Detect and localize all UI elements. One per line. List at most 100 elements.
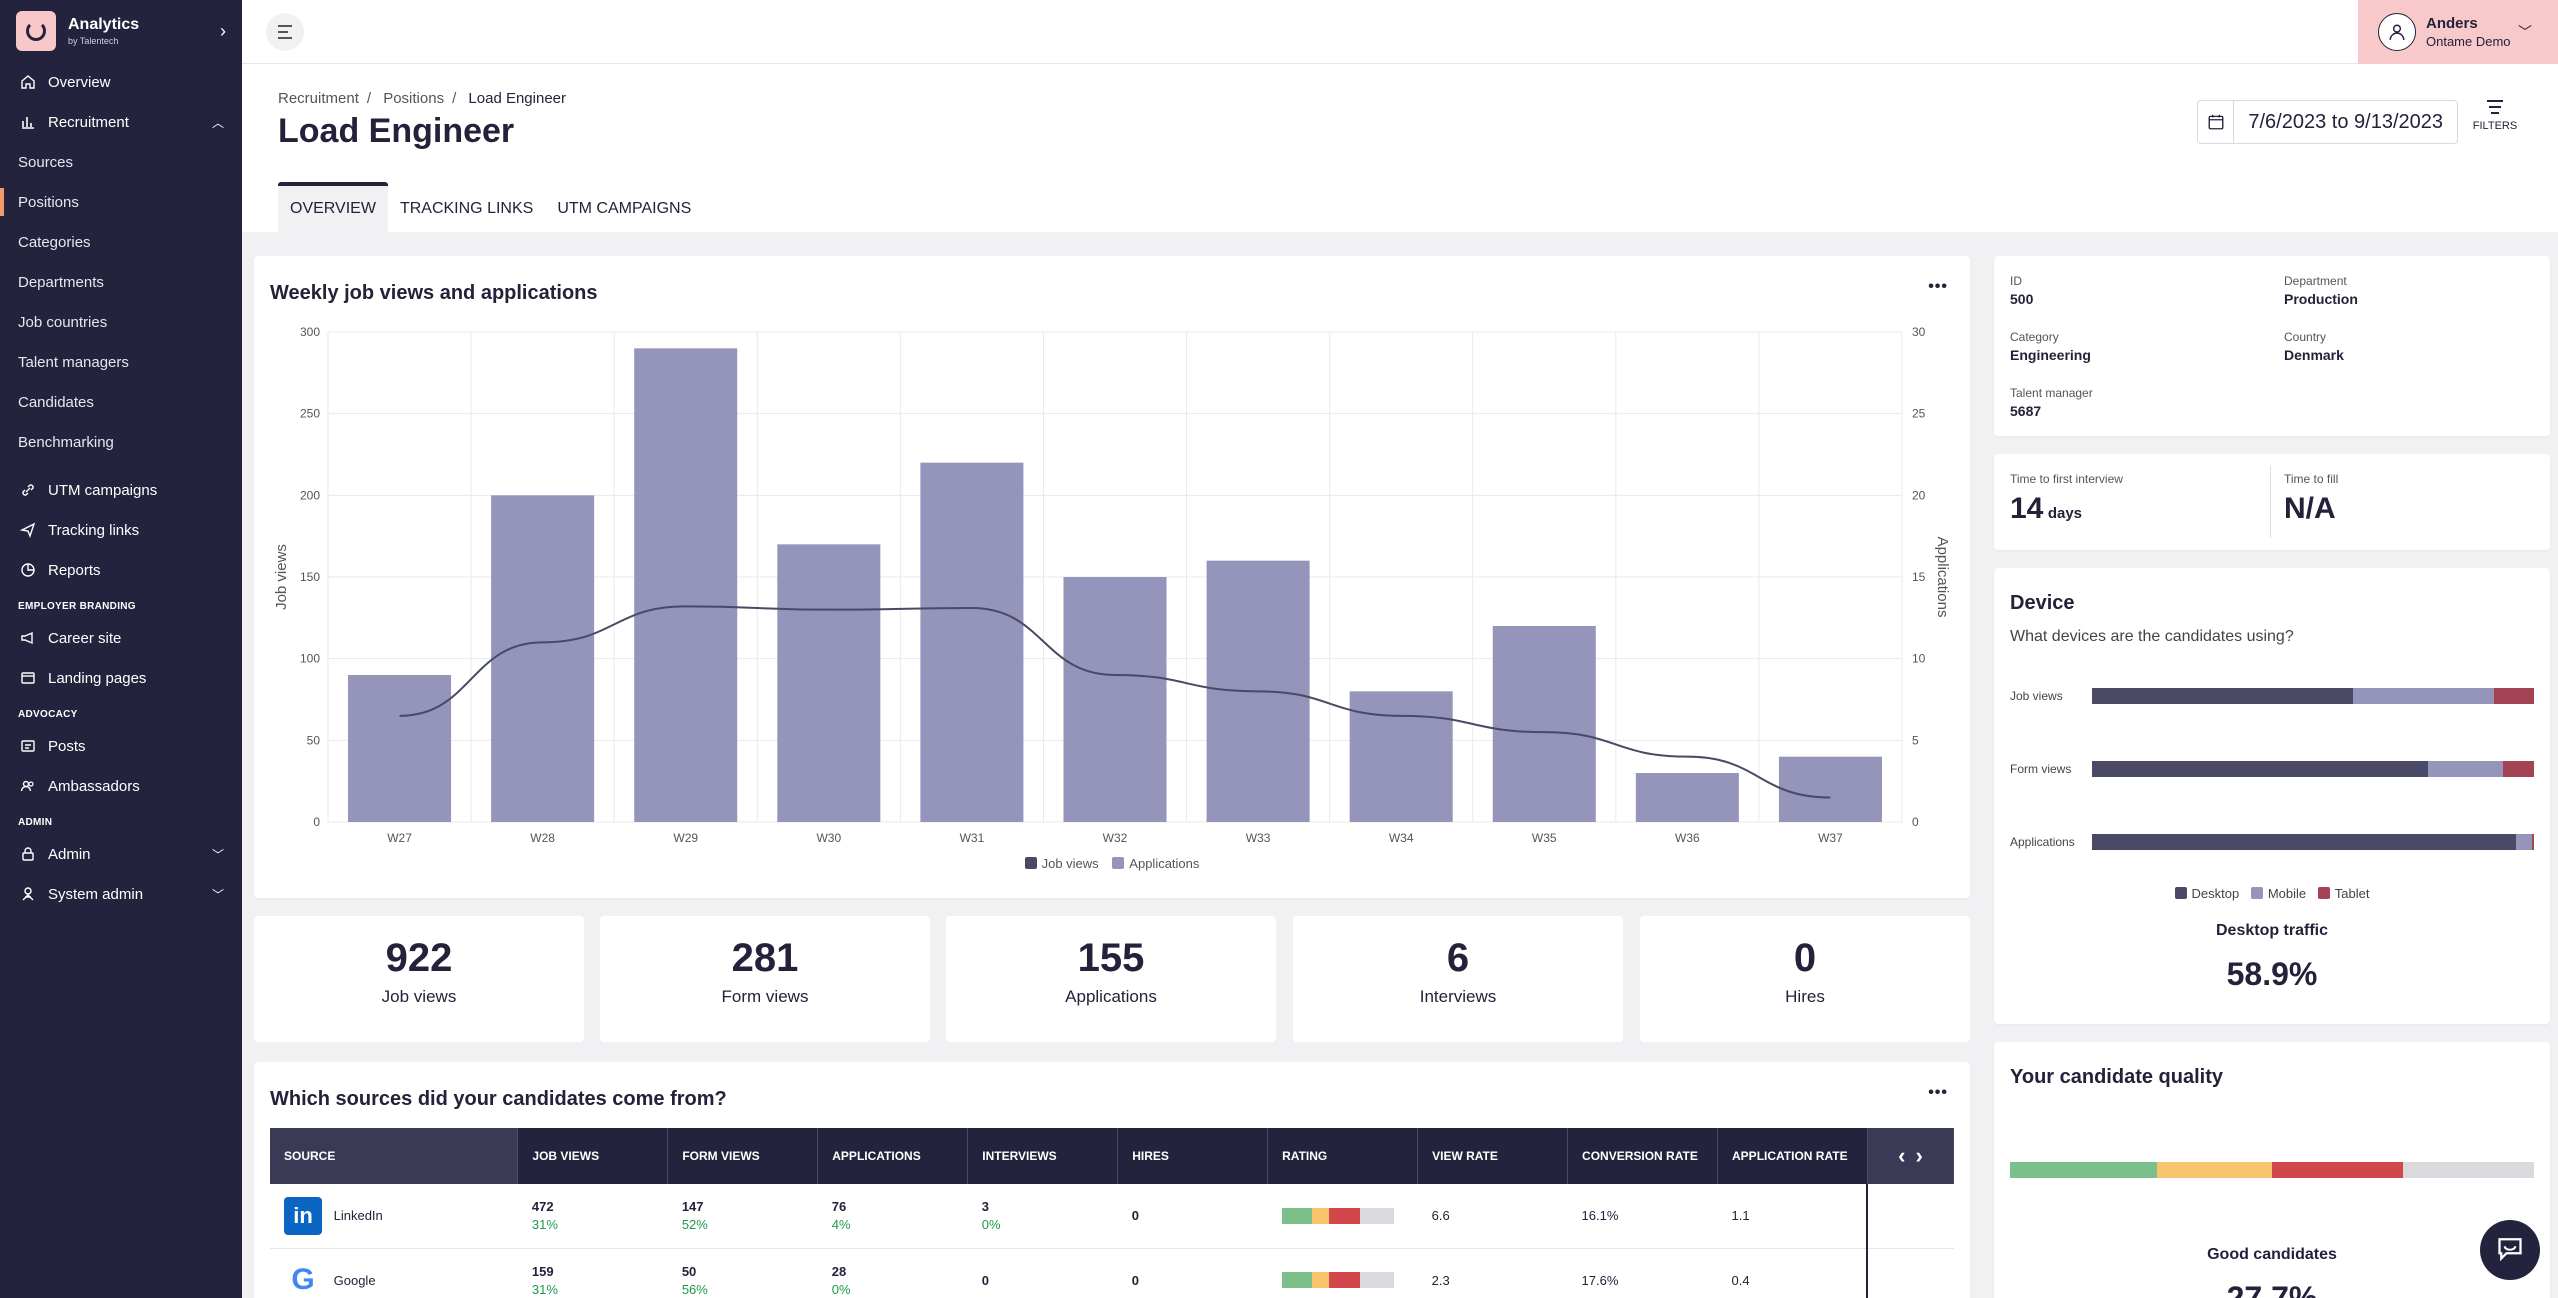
sidebar-item-career-site[interactable]: Career site <box>0 618 242 658</box>
col-rating[interactable]: RATING <box>1267 1128 1419 1184</box>
sidebar-item-landing-pages[interactable]: Landing pages <box>0 658 242 698</box>
tab-tracking-links[interactable]: TRACKING LINKS <box>399 199 534 217</box>
legend-label: Job views <box>1041 856 1099 871</box>
stat-label: Hires <box>1785 987 1825 1006</box>
stat-label: Job views <box>381 987 457 1006</box>
sidebar-item-system-admin[interactable]: System admin ﹀ <box>0 874 242 914</box>
quality-segment <box>2271 1162 2403 1178</box>
col-applications[interactable]: APPLICATIONS <box>817 1128 969 1184</box>
filters-button[interactable]: FILTERS <box>2468 100 2522 132</box>
chevron-down-icon[interactable]: ﹀ <box>211 887 224 902</box>
chevron-right-icon[interactable]: › <box>1915 1143 1923 1168</box>
legend-label: Tablet <box>2334 886 2370 901</box>
tab-utm-campaigns[interactable]: UTM CAMPAIGNS <box>557 199 692 217</box>
sidebar-sub-departments[interactable]: Departments <box>18 273 104 291</box>
filter-icon <box>2468 100 2522 114</box>
chevron-up-icon[interactable]: ︿ <box>211 115 224 130</box>
chevron-left-icon[interactable]: ‹ <box>1898 1143 1906 1168</box>
more-options-icon[interactable]: ••• <box>1928 1084 1948 1101</box>
sidebar-item-recruitment[interactable]: Recruitment ︿ <box>0 102 242 142</box>
sidebar-item-admin[interactable]: Admin ﹀ <box>0 834 242 874</box>
sidebar-item-utm-campaigns[interactable]: UTM campaigns <box>0 470 242 510</box>
sidebar-item-overview[interactable]: Overview <box>0 62 242 102</box>
sidebar-sub-benchmarking[interactable]: Benchmarking <box>18 433 114 451</box>
device-row-label: Applications <box>2010 835 2075 849</box>
sources-card: Which sources did your candidates come f… <box>254 1062 1970 1298</box>
position-info-card: ID 500 Department Production Category En… <box>1994 256 2550 436</box>
stat-value: 0 <box>1793 936 1817 980</box>
legend-item-desktop[interactable]: Desktop <box>2174 886 2239 901</box>
menu-toggle-icon[interactable] <box>266 13 304 51</box>
legend-item-job-views[interactable]: Job views <box>1024 856 1099 871</box>
device-bar-tablet <box>2494 688 2534 704</box>
send-icon <box>18 520 38 540</box>
legend-item-tablet[interactable]: Tablet <box>2317 886 2370 901</box>
date-range-value: 7/6/2023 to 9/13/2023 <box>2248 110 2443 133</box>
x-tick-label: W30 <box>816 831 841 845</box>
legend-item-applications[interactable]: Applications <box>1112 856 1199 871</box>
sidebar-item-posts[interactable]: Posts <box>0 726 242 766</box>
hires-value: 0 <box>1131 1272 1139 1288</box>
col-source[interactable]: SOURCE <box>270 1128 519 1184</box>
calendar-icon <box>2198 101 2235 143</box>
device-bar <box>2092 761 2534 777</box>
form-views-pct: 52% <box>681 1217 708 1233</box>
interviews-value: 3 <box>981 1199 989 1215</box>
rating-segment <box>1311 1207 1329 1224</box>
legend-item-mobile[interactable]: Mobile <box>2250 886 2306 901</box>
sidebar-sub-sources[interactable]: Sources <box>18 153 74 171</box>
sidebar-item-label: Recruitment <box>48 113 129 131</box>
sidebar-sub-talent-managers[interactable]: Talent managers <box>18 353 129 371</box>
good-candidates-value: 27.7% <box>2226 1280 2318 1298</box>
sidebar-sub-candidates[interactable]: Candidates <box>18 393 94 411</box>
col-application-rate[interactable]: APPLICATION RATE <box>1717 1128 1868 1184</box>
users-icon <box>18 776 38 796</box>
more-options-icon[interactable]: ••• <box>1928 278 1948 295</box>
col-job-views[interactable]: JOB VIEWS <box>517 1128 669 1184</box>
quality-bar <box>2010 1162 2534 1178</box>
device-row-label: Form views <box>2010 762 2072 776</box>
sidebar-item-tracking-links[interactable]: Tracking links <box>0 510 242 550</box>
source-cell: in LinkedIn <box>270 1184 518 1249</box>
sidebar-item-ambassadors[interactable]: Ambassadors <box>0 766 242 806</box>
sidebar-sub-job-countries[interactable]: Job countries <box>18 313 108 331</box>
series-line <box>399 605 1831 799</box>
applications-pct: 4% <box>831 1217 851 1233</box>
x-tick-label: W32 <box>1103 831 1128 845</box>
chevron-down-icon[interactable]: ﹀ <box>2518 24 2532 40</box>
user-menu[interactable]: Anders Ontame Demo ﹀ <box>2358 0 2558 64</box>
col-interviews[interactable]: INTERVIEWS <box>967 1128 1119 1184</box>
rating-segment <box>1360 1272 1394 1288</box>
filters-label: FILTERS <box>2472 120 2518 132</box>
bar <box>1349 691 1453 822</box>
y-tick-label: 300 <box>300 325 320 339</box>
tab-overview[interactable]: OVERVIEW <box>278 182 388 232</box>
rating-bar <box>1281 1272 1394 1288</box>
sidebar-item-reports[interactable]: Reports <box>0 550 242 590</box>
date-range-picker[interactable]: 7/6/2023 to 9/13/2023 <box>2197 100 2458 144</box>
application-rate-value: 1.1 <box>1717 1184 1868 1249</box>
megaphone-icon <box>18 628 38 648</box>
breadcrumb-positions[interactable]: Positions <box>383 90 445 107</box>
table-row[interactable]: G Google 159 31% 50 56% 28 0% 0 0 2.3 17.6%… <box>270 1248 1954 1298</box>
sidebar-sub-categories[interactable]: Categories <box>18 233 91 251</box>
quality-card: Your candidate quality Good candidates 2… <box>1994 1042 2550 1298</box>
quality-title: Your candidate quality <box>2010 1066 2223 1088</box>
chat-button[interactable] <box>2480 1220 2540 1280</box>
time-first-interview-value: 14 <box>2010 492 2044 525</box>
table-row[interactable]: in LinkedIn 472 31% 147 52% 76 4% 3 0% 0 6.6… <box>270 1184 1954 1249</box>
rating-segment <box>1328 1207 1361 1224</box>
col-form-views[interactable]: FORM VIEWS <box>667 1128 819 1184</box>
col-conversion-rate[interactable]: CONVERSION RATE <box>1567 1128 1719 1184</box>
table-header-row: SOURCE JOB VIEWS FORM VIEWS APPLICATIONS… <box>270 1128 1955 1184</box>
chevron-right-icon[interactable]: › <box>220 20 226 41</box>
col-hires[interactable]: HIRES <box>1117 1128 1269 1184</box>
y-tick-label: 200 <box>300 488 320 502</box>
chevron-down-icon[interactable]: ﹀ <box>211 847 224 862</box>
sidebar-sub-positions[interactable]: Positions <box>0 182 242 222</box>
breadcrumb-recruitment[interactable]: Recruitment <box>278 90 359 107</box>
x-tick-label: W33 <box>1246 831 1271 845</box>
tabs: OVERVIEW TRACKING LINKS UTM CAMPAIGNS <box>278 182 703 232</box>
col-view-rate[interactable]: VIEW RATE <box>1417 1128 1569 1184</box>
sidebar-item-label: Reports <box>48 561 101 579</box>
